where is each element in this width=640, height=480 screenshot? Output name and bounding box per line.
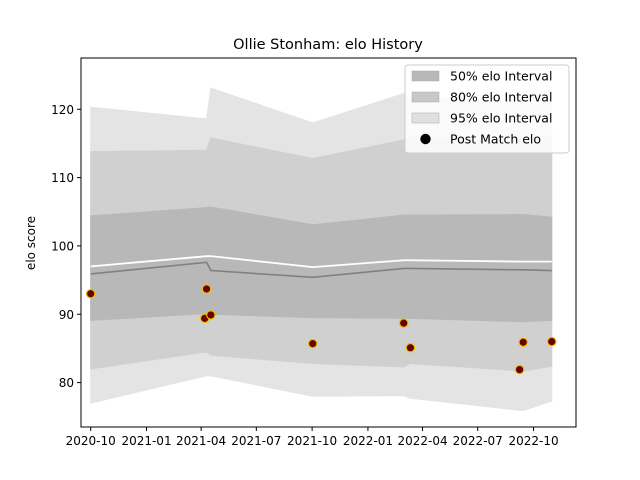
post-match-point bbox=[406, 344, 414, 352]
x-tick-label: 2022-01 bbox=[343, 434, 393, 448]
legend-label: 80% elo Interval bbox=[450, 90, 552, 105]
legend-swatch bbox=[412, 92, 439, 102]
band-2 bbox=[91, 207, 552, 322]
post-match-point bbox=[202, 285, 210, 293]
x-tick-label: 2021-04 bbox=[176, 434, 226, 448]
post-match-point bbox=[519, 338, 527, 346]
post-match-point bbox=[515, 365, 523, 373]
x-tick-label: 2021-07 bbox=[231, 434, 281, 448]
post-match-point bbox=[309, 339, 317, 347]
x-tick-label: 2022-10 bbox=[508, 434, 558, 448]
y-tick-label: 80 bbox=[59, 376, 74, 390]
legend-marker bbox=[420, 134, 430, 144]
x-tick-label: 2021-01 bbox=[121, 434, 171, 448]
y-axis-label: elo score bbox=[24, 216, 38, 270]
legend-swatch bbox=[412, 71, 439, 81]
legend-label: 95% elo Interval bbox=[450, 111, 552, 126]
legend: 50% elo Interval 80% elo Interval 95% elo … bbox=[405, 65, 569, 153]
post-match-point bbox=[207, 311, 215, 319]
legend-label: 50% elo Interval bbox=[450, 69, 552, 84]
x-tick-label: 2022-07 bbox=[453, 434, 503, 448]
x-tick-label: 2021-10 bbox=[287, 434, 337, 448]
post-match-point bbox=[400, 319, 408, 327]
chart-title: Ollie Stonham: elo History bbox=[233, 37, 423, 53]
y-tick-label: 120 bbox=[51, 103, 74, 117]
y-tick-label: 110 bbox=[51, 171, 74, 185]
legend-label: Post Match elo bbox=[450, 132, 541, 147]
post-match-point bbox=[548, 337, 556, 345]
y-tick-label: 90 bbox=[59, 308, 74, 322]
x-tick-label: 2022-04 bbox=[397, 434, 447, 448]
x-tick-label: 2020-10 bbox=[66, 434, 116, 448]
post-match-point bbox=[87, 290, 95, 298]
y-tick-label: 100 bbox=[51, 239, 74, 253]
legend-swatch bbox=[412, 113, 439, 123]
